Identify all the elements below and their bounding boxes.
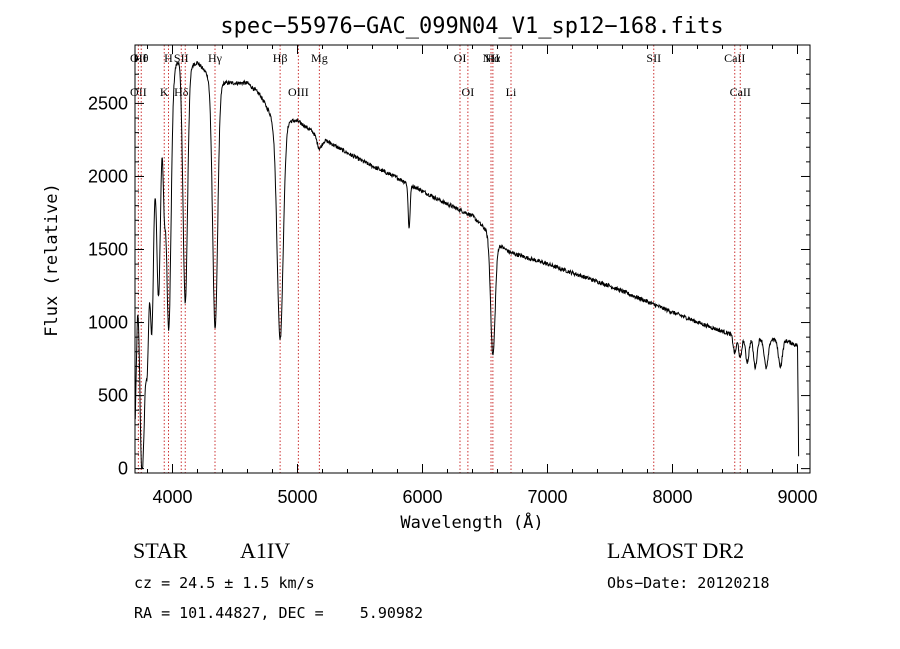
line-label-lower-14: Li [506, 85, 517, 99]
spectrum-series [134, 60, 800, 470]
line-label-lower-4: Hδ [174, 85, 189, 99]
object-class: STAR [133, 538, 188, 563]
coordinates: RA = 101.44827, DEC = 5.90982 [134, 604, 423, 622]
plot-frame [134, 44, 811, 474]
y-tick-label-5: 2500 [88, 93, 128, 113]
line-label-lower-11: OI [462, 85, 475, 99]
x-axis-label: Wavelength (Å) [400, 511, 543, 533]
x-tick-label-3: 7000 [527, 487, 567, 507]
line-label-upper-3: H [164, 51, 173, 65]
y-tick-label-3: 1500 [88, 240, 128, 260]
object-subclass: A1IV [240, 538, 291, 563]
y-tick-label-0: 0 [118, 459, 128, 479]
line-label-lower-8: OIII [288, 85, 309, 99]
chart-title: spec−55976−GAC_099N04_V1_sp12−168.fits [220, 14, 723, 39]
y-tick-label-1: 500 [98, 386, 128, 406]
y-axis-label: Flux (relative) [42, 183, 62, 337]
x-tick-label-2: 6000 [402, 487, 442, 507]
axes-ticks: 4000 5000 6000 7000 8000 9000 0 500 1000 1500 2000… [88, 45, 818, 507]
line-label-upper-6: Hγ [208, 51, 223, 65]
line-label-upper-4: SII [174, 51, 189, 65]
spectrum-line [134, 60, 800, 470]
line-label-lower-17: CaII [730, 85, 751, 99]
line-label-upper-1: Hθ [134, 51, 149, 65]
x-tick-label-1: 5000 [277, 487, 317, 507]
line-label-upper-12: NII [483, 51, 500, 65]
y-tick-label-4: 2000 [88, 166, 128, 186]
line-label-upper-13: Hα [485, 51, 501, 65]
y-tick-label-2: 1000 [88, 313, 128, 333]
x-tick-label-0: 4000 [152, 487, 192, 507]
line-label-upper-7: Hβ [273, 51, 288, 65]
line-label-lower-2: K [160, 85, 169, 99]
x-tick-label-5: 9000 [777, 487, 817, 507]
survey-name: LAMOST DR2 [607, 538, 745, 563]
line-label-upper-15: SII [646, 51, 661, 65]
line-label-upper-10: OI [454, 51, 467, 65]
observation-date: Obs−Date: 20120218 [607, 574, 770, 592]
x-tick-label-4: 8000 [652, 487, 692, 507]
line-label-upper-16: CaII [724, 51, 745, 65]
redshift-cz: cz = 24.5 ± 1.5 km/s [134, 574, 315, 592]
line-label-lower-0: OII [130, 85, 147, 99]
line-label-upper-9: Mg [311, 51, 328, 65]
line-label-upper-0: OII [130, 51, 147, 65]
